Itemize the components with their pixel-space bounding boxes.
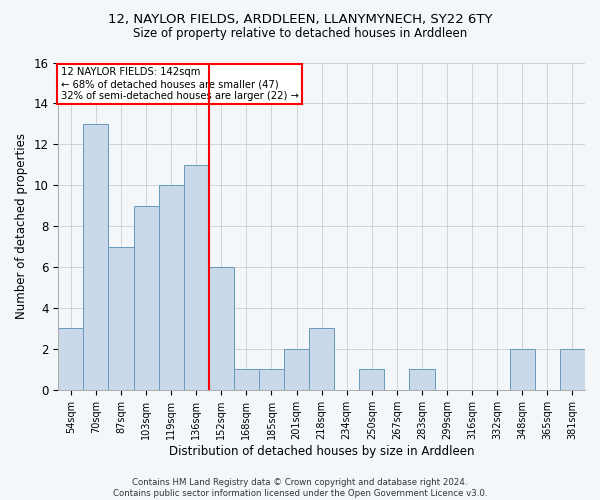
Bar	[510, 349, 535, 390]
Bar	[409, 370, 434, 390]
Bar	[284, 349, 309, 390]
Bar	[134, 206, 158, 390]
X-axis label: Distribution of detached houses by size in Arddleen: Distribution of detached houses by size …	[169, 444, 475, 458]
Y-axis label: Number of detached properties: Number of detached properties	[15, 133, 28, 319]
Text: Size of property relative to detached houses in Arddleen: Size of property relative to detached ho…	[133, 28, 467, 40]
Bar	[184, 165, 209, 390]
Text: 12 NAYLOR FIELDS: 142sqm
← 68% of detached houses are smaller (47)
32% of semi-d: 12 NAYLOR FIELDS: 142sqm ← 68% of detach…	[61, 68, 299, 100]
Text: Contains HM Land Registry data © Crown copyright and database right 2024.
Contai: Contains HM Land Registry data © Crown c…	[113, 478, 487, 498]
Bar	[560, 349, 585, 390]
Bar	[359, 370, 385, 390]
Bar	[309, 328, 334, 390]
Bar	[209, 267, 234, 390]
Bar	[158, 186, 184, 390]
Bar	[259, 370, 284, 390]
Bar	[58, 328, 83, 390]
Bar	[83, 124, 109, 390]
Bar	[109, 246, 134, 390]
Bar	[234, 370, 259, 390]
Text: 12, NAYLOR FIELDS, ARDDLEEN, LLANYMYNECH, SY22 6TY: 12, NAYLOR FIELDS, ARDDLEEN, LLANYMYNECH…	[108, 12, 492, 26]
